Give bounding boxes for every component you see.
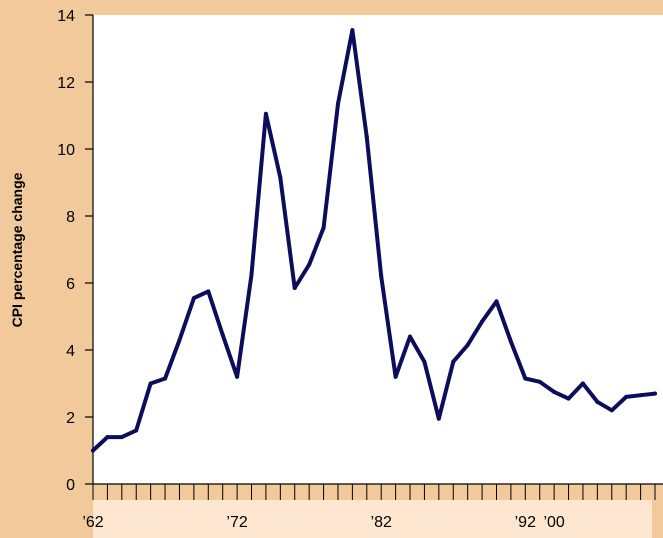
cpi-data-point (249, 272, 254, 277)
cpi-data-point (350, 28, 355, 33)
cpi-data-point (408, 334, 413, 339)
y-tick-label: 12 (57, 75, 75, 92)
x-tick-label: ’92 (515, 514, 536, 531)
cpi-data-point (580, 381, 585, 386)
cpi-data-point (191, 296, 196, 301)
cpi-data-point (595, 399, 600, 404)
cpi-data-point (494, 299, 499, 304)
x-tick-label: ’82 (371, 514, 392, 531)
cpi-data-point (566, 396, 571, 401)
cpi-data-point (335, 101, 340, 106)
cpi-data-point (393, 374, 398, 379)
cpi-data-point (220, 332, 225, 337)
cpi-data-point (480, 319, 485, 324)
x-tick-label: ’72 (226, 514, 247, 531)
cpi-data-point (177, 337, 182, 342)
x-tick-label: ’00 (543, 514, 564, 531)
cpi-data-point (206, 289, 211, 294)
x-label-band (93, 500, 652, 538)
cpi-data-point (537, 379, 542, 384)
cpi-data-point (624, 394, 629, 399)
cpi-data-point (119, 435, 124, 440)
cpi-data-point (278, 175, 283, 180)
cpi-data-point (148, 381, 153, 386)
cpi-data-point (422, 359, 427, 364)
cpi-series-line (91, 28, 657, 453)
y-tick-label: 2 (66, 410, 75, 427)
cpi-data-point (609, 408, 614, 413)
cpi-data-point (307, 262, 312, 267)
cpi-data-point (105, 435, 110, 440)
cpi-data-point (436, 416, 441, 421)
y-tick-label: 6 (66, 276, 75, 293)
cpi-data-point (508, 339, 513, 344)
cpi-data-point (263, 111, 268, 116)
cpi-data-point (638, 393, 643, 398)
cpi-data-point (523, 376, 528, 381)
cpi-data-point (134, 428, 139, 433)
cpi-data-point (379, 274, 384, 279)
y-tick-label: 14 (57, 8, 75, 25)
y-tick-label: 8 (66, 209, 75, 226)
cpi-data-point (653, 391, 657, 396)
y-tick-label: 10 (57, 142, 75, 159)
cpi-data-point (465, 342, 470, 347)
cpi-data-point (235, 374, 240, 379)
y-tick-label: 4 (66, 343, 75, 360)
cpi-data-point (163, 376, 168, 381)
y-axis-title: CPI percentage change (9, 172, 25, 327)
y-tick-label: 0 (66, 477, 75, 494)
cpi-data-point (364, 135, 369, 140)
x-tick-label: ’62 (82, 514, 103, 531)
cpi-data-point (292, 286, 297, 291)
cpi-data-point (552, 389, 557, 394)
cpi-data-point (321, 225, 326, 230)
cpi-data-point (451, 359, 456, 364)
cpi-data-point (91, 448, 95, 453)
